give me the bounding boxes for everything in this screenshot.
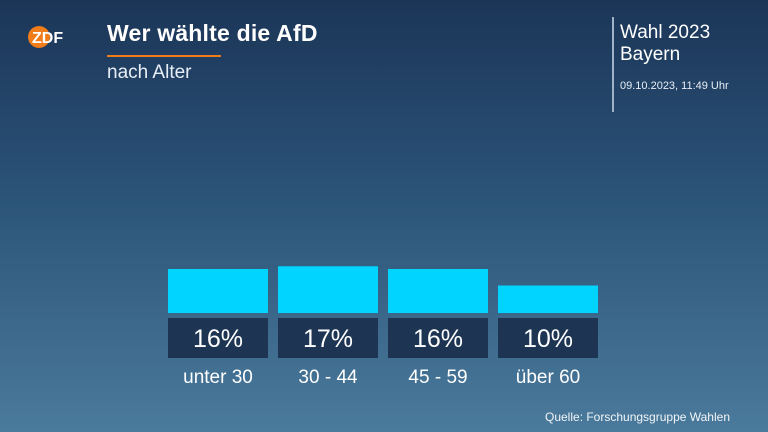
logo-text: ZDF — [32, 30, 63, 47]
timestamp: 09.10.2023, 11:49 Uhr — [620, 80, 729, 92]
election-info: Wahl 2023 Bayern — [620, 22, 710, 66]
bar-2 — [388, 269, 488, 313]
election-region: Bayern — [620, 44, 681, 65]
header-divider — [612, 17, 614, 112]
category-label-0: unter 30 — [183, 367, 253, 388]
value-label-box-1 — [278, 318, 378, 358]
category-label-3: über 60 — [516, 367, 580, 388]
category-label-2: 45 - 59 — [408, 367, 467, 388]
bar-0 — [168, 269, 268, 313]
election-name: Wahl 2023 — [620, 22, 711, 43]
value-label-3: 10% — [523, 325, 573, 353]
zdf-logo: ZDF — [28, 26, 63, 48]
value-label-2: 16% — [413, 325, 463, 353]
value-label-0: 16% — [193, 325, 243, 353]
page-title: Wer wählte die AfD — [107, 20, 318, 46]
value-label-box-3 — [498, 318, 598, 358]
bar-3 — [498, 285, 598, 313]
value-label-box-2 — [388, 318, 488, 358]
value-label-1: 17% — [303, 325, 353, 353]
title-underline — [107, 55, 221, 57]
page-subtitle: nach Alter — [107, 62, 192, 83]
source-note: Quelle: Forschungsgruppe Wahlen — [545, 410, 730, 424]
category-label-1: 30 - 44 — [298, 367, 358, 388]
bar-1 — [278, 266, 378, 313]
value-label-box-0 — [168, 318, 268, 358]
